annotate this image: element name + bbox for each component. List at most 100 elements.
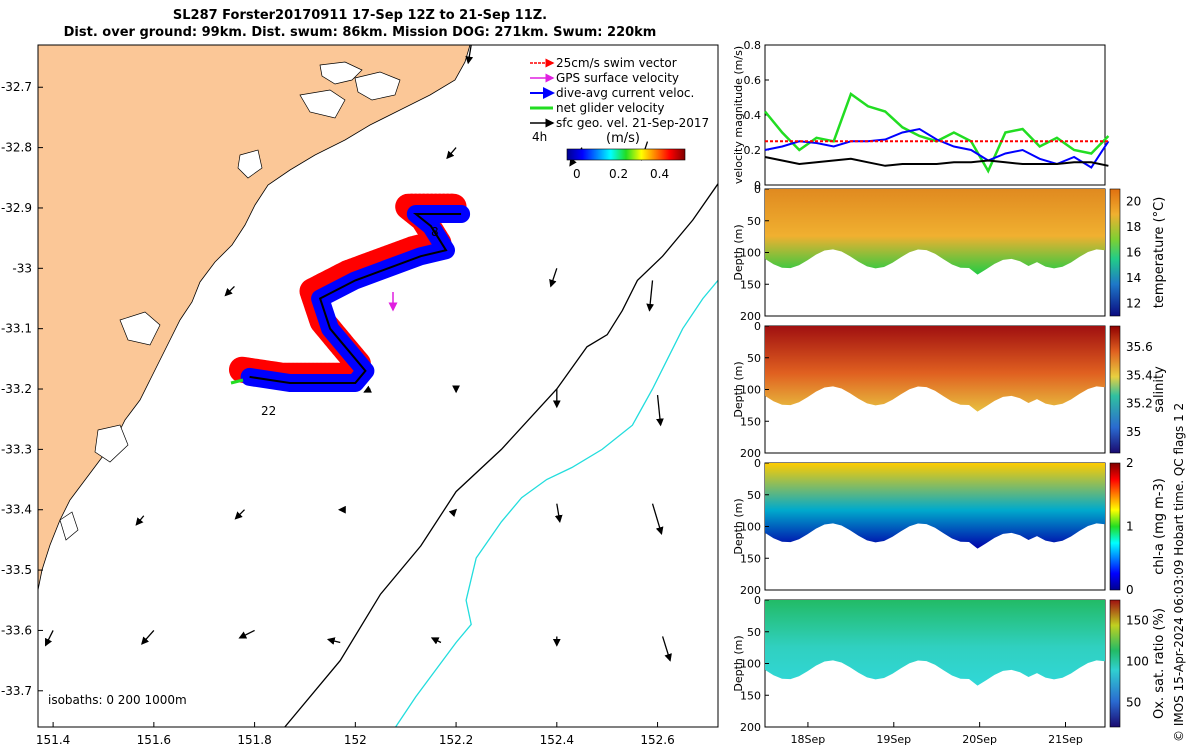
profile-data-field [765, 326, 1105, 412]
depth-tick-label: 50 [747, 352, 761, 365]
sfc-vector-arrow [238, 629, 255, 639]
map-y-tick-label: -33.2 [1, 382, 32, 396]
depth-tick-label: 200 [740, 447, 761, 460]
coastal-lakes [59, 61, 401, 541]
glider-track [249, 213, 462, 384]
credit-text: © IMOS 15-Apr-2024 06:03:09 Hobart time.… [1172, 402, 1186, 742]
map-x-tick-label: 151.6 [137, 733, 171, 747]
map-x-tick-label: 152.2 [439, 733, 473, 747]
colorbar-tick-label: 16 [1126, 246, 1141, 260]
depth-tick-label: 150 [740, 415, 761, 428]
time-tick-label: 18Sep [791, 733, 826, 746]
track-label: 8 [431, 225, 439, 239]
map-y-tick-label: -33.1 [1, 322, 32, 336]
map-y-tick-label: -33 [12, 261, 32, 275]
colorbar-tick: 0.4 [650, 167, 669, 181]
map-y-tick-label: -32.9 [1, 201, 32, 215]
sfc-vector-arrow [430, 637, 442, 645]
sfc-vector-arrow [224, 285, 235, 297]
sfc-vector-arrow [446, 147, 457, 160]
depth-tick-label: 0 [754, 320, 761, 333]
isobath-1000m [395, 279, 718, 727]
sfc-vector-arrow [363, 385, 372, 393]
isobath-200m [284, 183, 718, 727]
colorbar-label: Ox. sat. ratio (%) [1152, 608, 1167, 719]
velocity-y-tick-label: 0.2 [744, 144, 762, 157]
depth-tick-label: 100 [740, 521, 761, 534]
sfc-vector-arrow [554, 503, 563, 523]
legend-net: net glider velocity [556, 101, 664, 115]
depth-tick-label: 0 [754, 183, 761, 196]
chart-title-line2: Dist. over ground: 99km. Dist. swum: 86k… [63, 25, 657, 40]
sfc-vector-arrow [661, 636, 672, 662]
colorbar-tick-label: 35 [1126, 425, 1141, 439]
sfc-vector-arrow [45, 630, 54, 647]
map-x-tick-label: 152.6 [640, 733, 674, 747]
depth-tick-label: 50 [747, 489, 761, 502]
colorbar-tick-label: 14 [1126, 271, 1141, 285]
colorbar-tick: 0.2 [609, 167, 628, 181]
vector-scale-label: 4h [532, 130, 547, 144]
map-x-axis: 151.4 151.6 151.8 152 152.2 152.4 152.6 [36, 722, 675, 747]
profile-data-field [765, 463, 1105, 549]
depth-tick-label: 0 [754, 594, 761, 607]
time-axis: 18Sep 19Sep 20Sep 21Sep [791, 722, 1083, 746]
colorbar-tick-label: 1 [1126, 520, 1134, 534]
isobath-legend: isobaths: 0 200 1000m [48, 693, 187, 707]
colorbar-tick-label: 35.4 [1126, 368, 1153, 382]
sfc-vector-arrow [135, 515, 145, 526]
depth-tick-label: 200 [740, 584, 761, 597]
colorbar-tick-label: 2 [1126, 456, 1134, 470]
time-tick-label: 21Sep [1048, 733, 1083, 746]
time-tick-label: 19Sep [876, 733, 911, 746]
depth-tick-label: 50 [747, 626, 761, 639]
map-y-tick-label: -33.7 [1, 684, 32, 698]
colorbar-label: chl-a (mg m-3) [1152, 478, 1167, 575]
coastline [38, 45, 471, 591]
profile-colorbar [1109, 325, 1121, 454]
legend-sfc: sfc geo. vel. 21-Sep-2017 [556, 116, 709, 130]
velocity-series-line [764, 156, 1109, 167]
depth-axis-label: Depth (m) [732, 635, 745, 691]
map-y-axis: -32.7 -32.8 -32.9 -33 -33.1 -33.2 -33.3 -33.4 -3… [1, 80, 43, 698]
time-tick-label: 20Sep [962, 733, 997, 746]
map-x-tick-label: 152.4 [540, 733, 574, 747]
colorbar-tick-label: 100 [1126, 654, 1149, 668]
colorbar-tick-label: 18 [1126, 220, 1141, 234]
net-velocity-mark [230, 378, 244, 385]
legend-current: dive-avg current veloc. [556, 86, 694, 100]
depth-axis-label: Depth (m) [732, 224, 745, 280]
sfc-vector-arrow [651, 503, 664, 535]
depth-tick-label: 100 [740, 247, 761, 260]
colorbar-tick-label: 20 [1126, 195, 1141, 209]
colorbar-label: temperature (°C) [1152, 197, 1167, 309]
sfc-vector-arrow [234, 509, 245, 520]
depth-tick-label: 150 [740, 278, 761, 291]
colorbar-label: salinity [1152, 366, 1167, 413]
map-y-tick-label: -33.5 [1, 563, 32, 577]
sfc-vector-arrow [326, 637, 341, 645]
colorbar-tick-label: 0 [1126, 583, 1134, 597]
depth-tick-label: 200 [740, 310, 761, 323]
sfc-vector-arrow [656, 394, 664, 427]
depth-tick-label: 100 [740, 384, 761, 397]
map-x-tick-label: 151.4 [36, 733, 70, 747]
speed-colorbar [566, 148, 686, 161]
map-x-tick-label: 151.8 [237, 733, 271, 747]
sfc-vector-arrow [141, 630, 155, 645]
depth-tick-label: 50 [747, 215, 761, 228]
map-y-tick-label: -33.6 [1, 623, 32, 637]
sfc-vector-arrow [465, 45, 474, 65]
sfc-vector-arrow [646, 280, 655, 312]
depth-axis-label: Depth (m) [732, 498, 745, 554]
profile-colorbar [1109, 188, 1121, 317]
map-legend: 25cm/s swim vector GPS surface velocity … [530, 56, 709, 181]
colorbar-tick-label: 12 [1126, 296, 1141, 310]
depth-tick-label: 150 [740, 689, 761, 702]
colorbar-tick-label: 50 [1126, 695, 1141, 709]
map-y-tick-label: -33.3 [1, 442, 32, 456]
velocity-y-tick-label: 0.4 [744, 109, 762, 122]
